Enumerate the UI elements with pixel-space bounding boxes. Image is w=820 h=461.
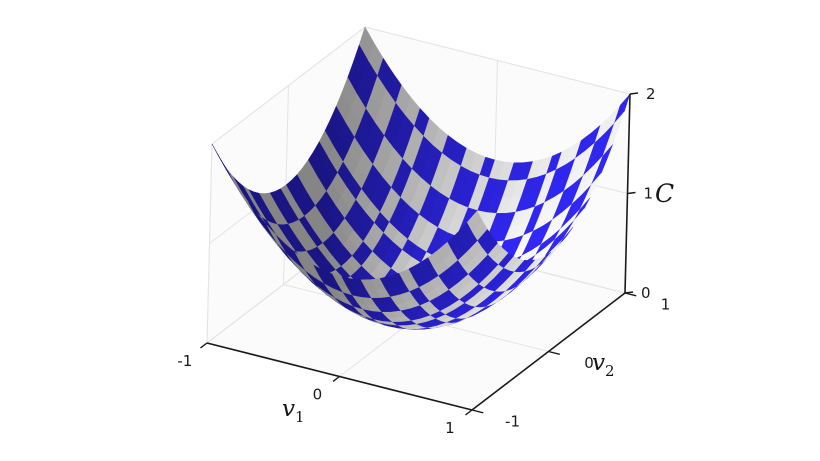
z-tick-mark — [629, 92, 639, 95]
y-tick-label: 1 — [661, 295, 671, 313]
z-tick-label: 2 — [646, 85, 656, 103]
y-axis-title: v2 — [592, 350, 615, 380]
z-axis-title: C — [655, 179, 675, 208]
grid-line-z-back — [211, 26, 366, 145]
x-tick-mark — [200, 342, 208, 349]
z-tick-label: 0 — [641, 284, 651, 302]
y-tick-label: -1 — [505, 412, 520, 430]
x-tick-label: 0 — [313, 385, 323, 403]
surface-facet — [466, 210, 483, 233]
z-tick-mark — [627, 191, 636, 195]
x-tick-label: 1 — [445, 419, 455, 437]
z-tick-mark — [624, 291, 634, 294]
x-tick-label: -1 — [177, 352, 192, 370]
y-tick-mark — [624, 292, 637, 297]
axis-ticks — [200, 92, 639, 416]
y-tick-mark — [548, 350, 560, 356]
grid-line-z-right — [364, 26, 631, 95]
x-tick-mark — [332, 375, 340, 383]
x-tick-mark — [465, 409, 473, 416]
z-tick-label: 1 — [644, 185, 654, 203]
y-tick-label: 0 — [584, 354, 594, 372]
x-axis-title: v1 — [282, 396, 305, 426]
surface-mesh — [211, 26, 631, 330]
y-tick-mark — [471, 409, 484, 414]
